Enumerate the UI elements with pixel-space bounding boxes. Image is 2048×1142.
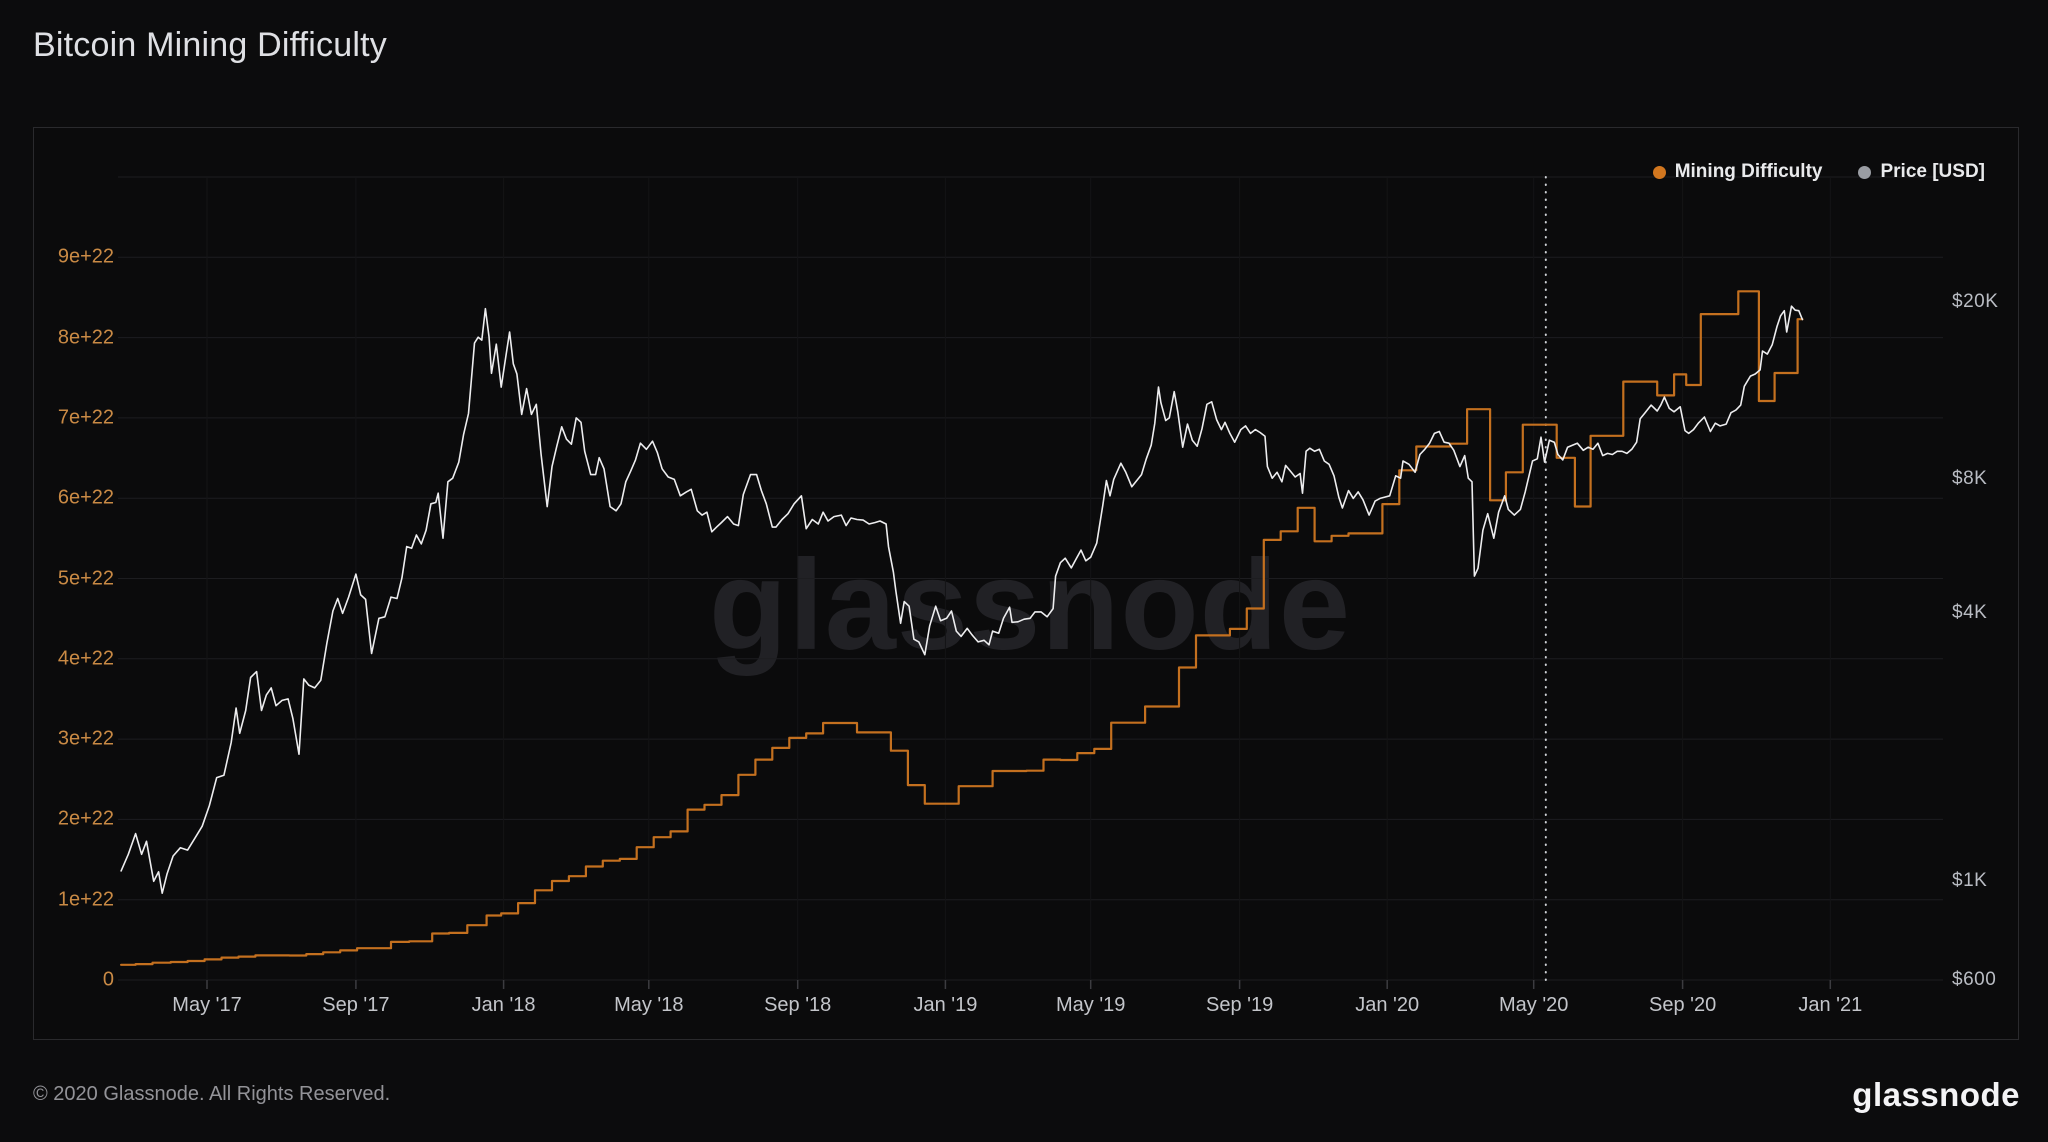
x-tick-label: Sep '19 [1205,994,1274,1016]
y-left-tick-label: 3e+22 [57,727,114,750]
legend-item-mining-difficulty[interactable]: Mining Difficulty [1652,161,1823,183]
y-left-tick-label: 0 [102,968,114,991]
legend-dot-icon [1858,165,1872,179]
y-left-tick-label: 7e+22 [57,406,114,429]
y-right-tick-label: $600 [1952,969,1997,990]
legend-label: Price [USD] [1880,161,1985,182]
y-left-tick-label: 1e+22 [57,888,114,911]
y-left-tick-label: 5e+22 [57,567,114,589]
x-tick-label: Sep '18 [764,994,832,1016]
y-right-tick-label: $20K [1952,291,1999,313]
y-left-tick-label: 2e+22 [57,807,114,830]
legend-label: Mining Difficulty [1674,161,1823,182]
y-left-tick-label: 9e+22 [57,245,114,268]
y-right-tick-label: $4K [1952,602,1988,624]
y-left-tick-label: 4e+22 [57,647,114,670]
x-tick-label: May '18 [614,994,684,1016]
x-tick-label: Sep '20 [1648,994,1717,1016]
x-tick-label: May '20 [1498,994,1569,1016]
y-left-tick-label: 6e+22 [57,486,114,509]
legend-item-price-usd[interactable]: Price [USD] [1858,161,1985,183]
page-title: Bitcoin Mining Difficulty [33,26,387,64]
x-tick-label: Sep '17 [322,994,390,1016]
price-series[interactable] [120,305,1804,894]
x-tick-label: May '19 [1055,994,1126,1016]
glassnode-watermark: glassnode [708,534,1352,677]
glassnode-logo[interactable]: glassnode [1852,1076,2020,1113]
x-tick-label: Jan '19 [913,994,978,1016]
x-tick-label: Jan '18 [471,994,536,1016]
x-tick-label: Jan '21 [1798,994,1863,1016]
copyright-text: © 2020 Glassnode. All Rights Reserved. [33,1083,391,1105]
legend-dot-icon [1652,165,1666,179]
y-left-tick-label: 8e+22 [57,326,114,349]
chart-legend: Mining Difficulty Price [USD] [1652,161,1985,183]
y-right-tick-label: $1K [1952,870,1988,892]
y-right-tick-label: $8K [1952,468,1988,490]
x-tick-label: May '17 [172,994,242,1016]
x-tick-label: Jan '20 [1355,994,1420,1016]
chart-panel [33,127,2019,1040]
mining-difficulty-series[interactable] [120,290,1804,966]
